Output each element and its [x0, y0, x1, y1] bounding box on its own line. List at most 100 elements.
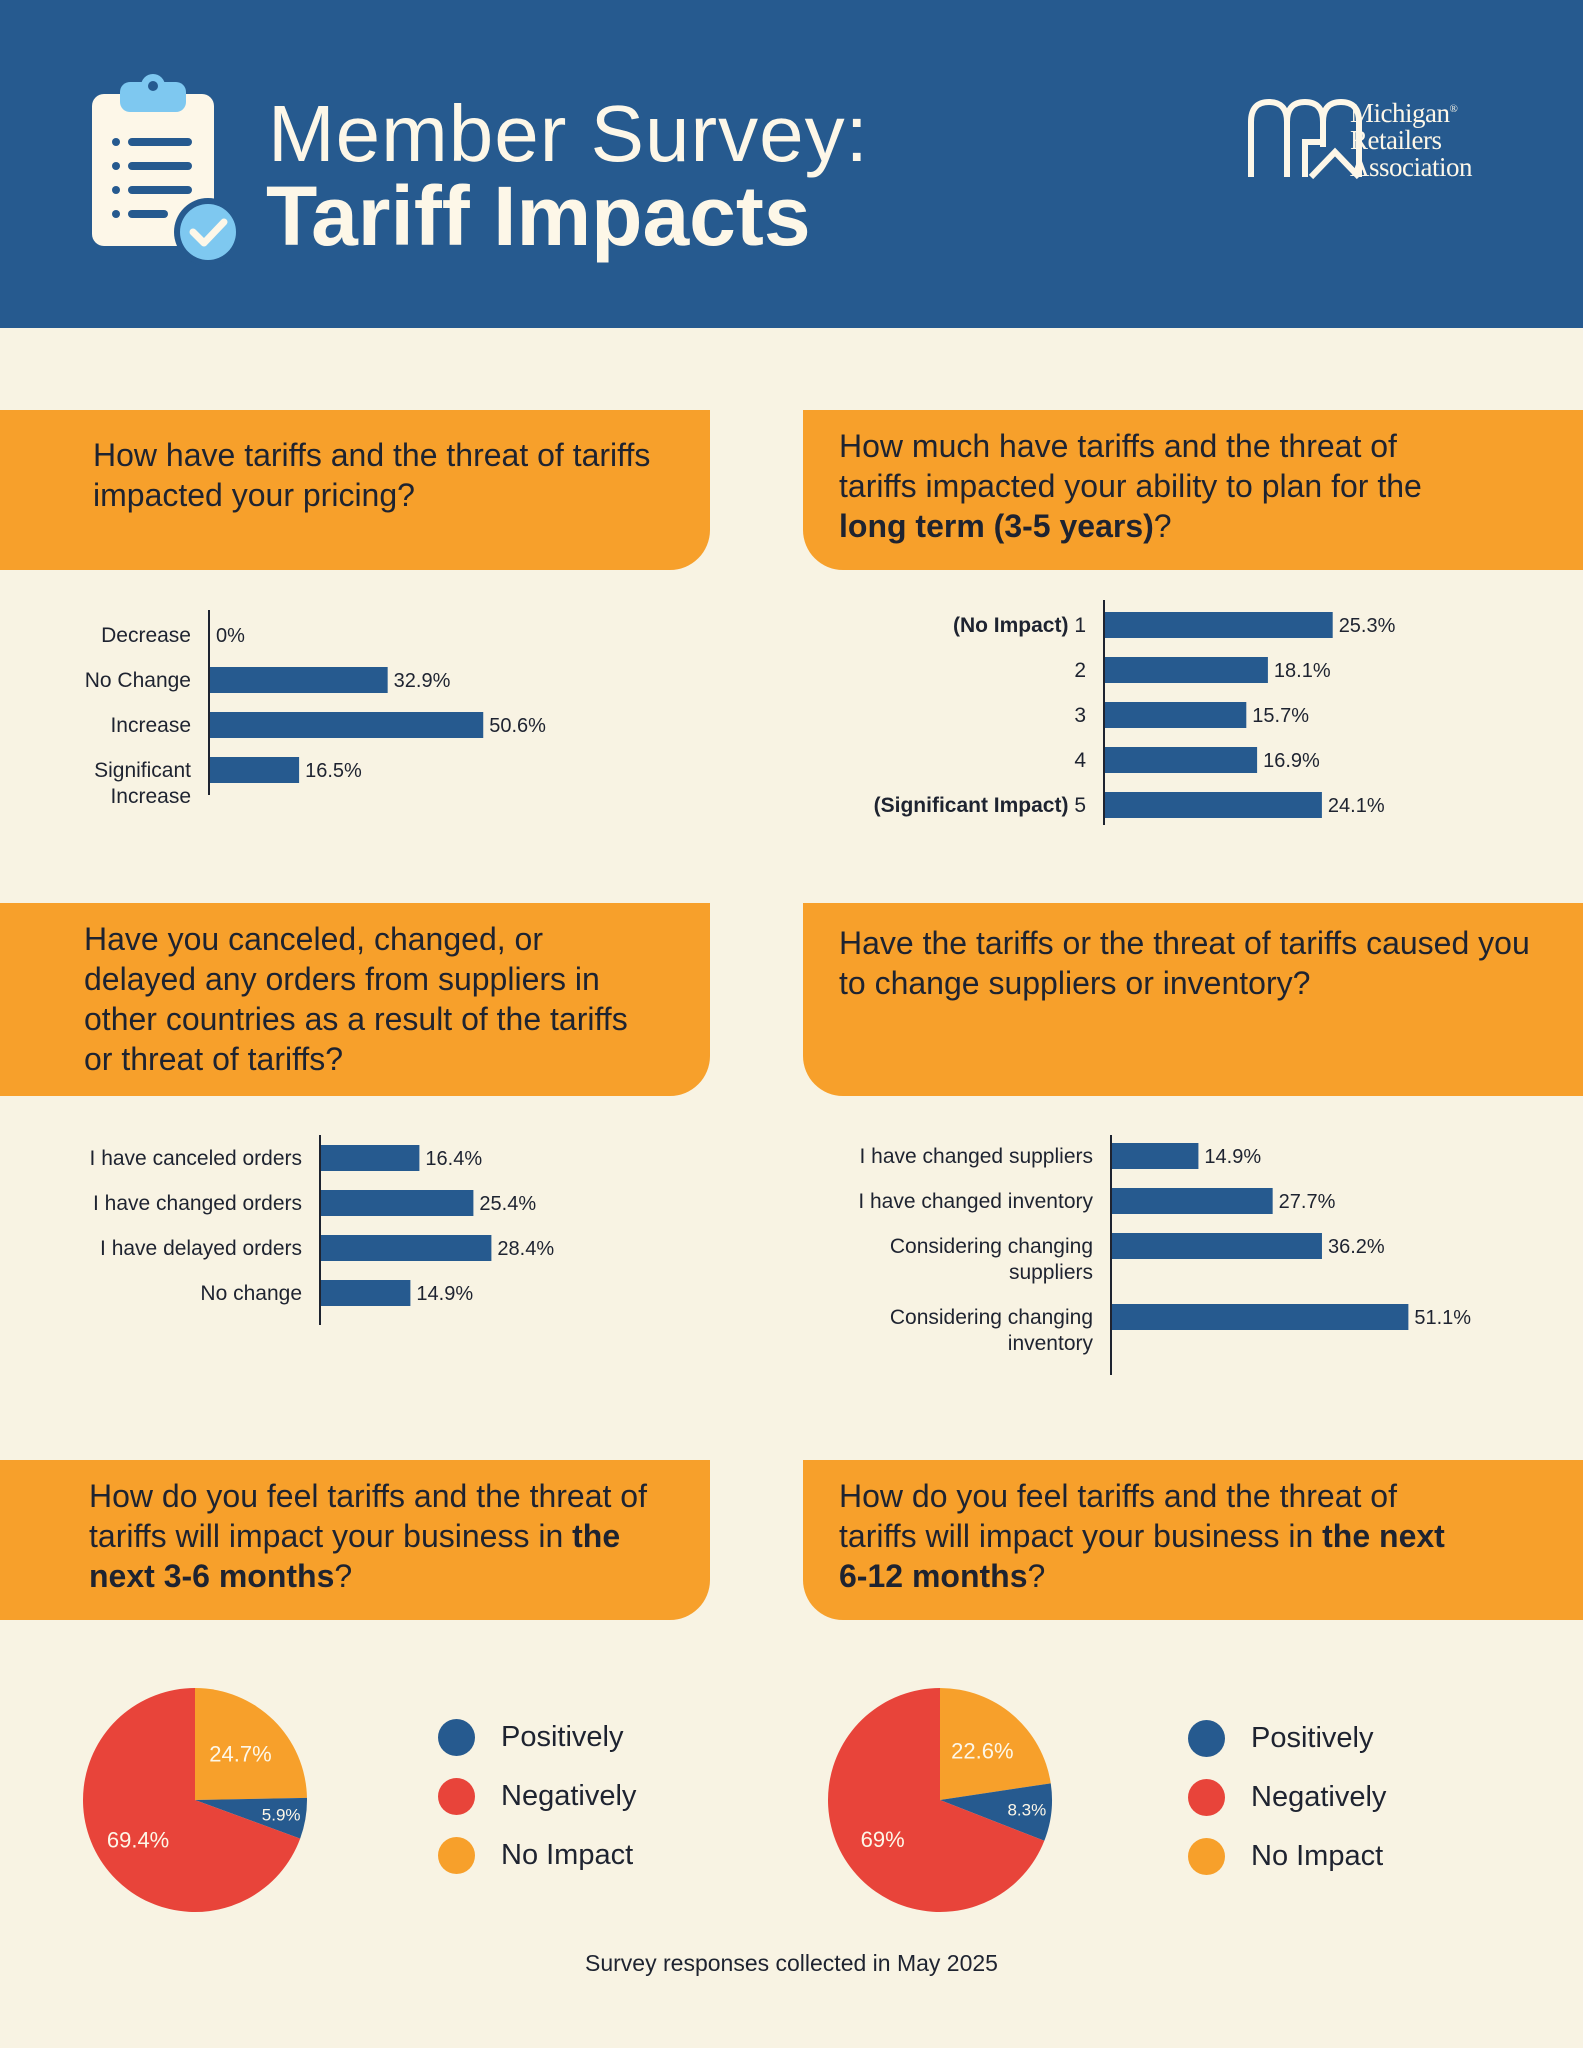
category-label: Increase [110, 714, 191, 737]
value-label: 14.9% [416, 1283, 473, 1305]
category-number: 1 [1074, 614, 1086, 637]
slice-negatively [83, 1688, 301, 1912]
legend-item-no-impact: No Impact [1188, 1836, 1383, 1876]
category-label: inventory [1008, 1332, 1094, 1355]
bar-0 [1112, 1143, 1199, 1169]
category-label: Decrease [101, 624, 191, 647]
question-long-term-text: How much have tariffs and the threat of … [839, 426, 1479, 546]
slice-negatively [828, 1688, 1045, 1912]
negatively-dot-icon [438, 1777, 475, 1815]
question-6-12-post: ? [1027, 1558, 1046, 1594]
positively-dot-icon [438, 1718, 475, 1756]
header-banner: Member Survey: Tariff Impacts Michigan® … [0, 0, 1583, 328]
pie-chart-6-12-months: 22.6% 8.3% 69% [828, 1688, 1052, 1912]
question-6-12-months: How do you feel tariffs and the threat o… [803, 1460, 1583, 1620]
bar-3 [210, 757, 300, 783]
question-orders: Have you canceled, changed, or delayed a… [0, 903, 710, 1096]
value-label: 25.3% [1339, 615, 1396, 637]
question-3-6-months: How do you feel tariffs and the threat o… [0, 1460, 710, 1620]
value-label: 16.4% [425, 1148, 482, 1170]
bar-0 [1105, 612, 1333, 638]
category-number: 5 [1074, 794, 1086, 817]
category-label: I have changed suppliers [860, 1145, 1094, 1168]
question-6-12-months-text: How do you feel tariffs and the threat o… [839, 1476, 1459, 1596]
legend-label: No Impact [1251, 1839, 1384, 1872]
legend-label: Positively [501, 1720, 624, 1753]
value-label: 25.4% [479, 1193, 536, 1215]
slice-label: 69.4% [107, 1827, 169, 1852]
page-title-line1: Member Survey: [268, 89, 869, 178]
question-3-6-bold: the next 3-6 months [89, 1518, 621, 1594]
category-prefix: (Significant Impact) [874, 794, 1075, 817]
bar-2 [1105, 702, 1247, 728]
bar-1 [1112, 1188, 1273, 1214]
logo-text: Michigan® Retailers Association [1350, 96, 1473, 182]
orders-bar-chart: 16.4% I have canceled orders 25.4% I have c… [90, 1135, 554, 1325]
question-orders-text: Have you canceled, changed, or delayed a… [84, 921, 628, 1077]
bar-2 [1112, 1233, 1322, 1259]
value-label: 28.4% [497, 1238, 554, 1260]
slice-label: 8.3% [1007, 1801, 1046, 1820]
clipboard-check-icon [92, 74, 242, 266]
category-label: I have canceled orders [90, 1147, 302, 1170]
legend-label: No Impact [501, 1838, 634, 1871]
bar-1 [321, 1190, 474, 1216]
slice-label: 24.7% [209, 1741, 271, 1766]
question-long-term-pre: How much have tariffs and the threat of … [839, 428, 1422, 504]
no-impact-dot-icon [1188, 1837, 1225, 1875]
legend-label: Positively [1251, 1721, 1374, 1754]
question-3-6-post: ? [334, 1558, 353, 1594]
long-term-bar-chart: 25.3% (No Impact) 1 18.1% 2 15.7% 3 16.9% 4 24.1… [874, 600, 1396, 825]
value-label: 36.2% [1328, 1236, 1385, 1258]
category-label: 4 [1074, 749, 1086, 772]
category-label: Considering changing [890, 1235, 1093, 1258]
slice-label: 69% [861, 1827, 905, 1852]
page-title-line2: Tariff Impacts [266, 169, 811, 263]
category-prefix: (No Impact) [953, 614, 1074, 637]
logo-line2: Retailers [1350, 125, 1442, 155]
question-long-term: How much have tariffs and the threat of … [803, 410, 1583, 570]
legend-item-no-impact: No Impact [438, 1835, 633, 1875]
legend-6-12-months: Positively Negatively No Impact [1188, 1718, 1438, 1875]
bar-1 [210, 667, 388, 693]
legend-label: Negatively [1251, 1780, 1387, 1813]
legend-item-positively: Positively [1188, 1718, 1374, 1758]
category-label: I have changed inventory [858, 1190, 1093, 1213]
value-label: 16.9% [1263, 750, 1320, 772]
question-3-6-months-text: How do you feel tariffs and the threat o… [89, 1476, 689, 1596]
category-label: Increase [110, 785, 191, 808]
logo-line1: Michigan [1350, 98, 1450, 128]
bar-3 [1112, 1304, 1409, 1330]
question-suppliers-text: Have the tariffs or the threat of tariff… [839, 925, 1530, 1001]
category-label: 3 [1074, 704, 1086, 727]
legend-label: Negatively [501, 1779, 637, 1812]
slice-label: 22.6% [951, 1738, 1013, 1763]
category-label: I have changed orders [93, 1192, 302, 1215]
positively-dot-icon [1188, 1719, 1225, 1757]
legend-item-negatively: Negatively [1188, 1777, 1386, 1817]
bar-0 [321, 1145, 420, 1171]
value-label: 32.9% [394, 670, 451, 692]
bar-2 [210, 712, 484, 738]
legend-item-negatively: Negatively [438, 1776, 636, 1816]
bar-4 [1105, 792, 1322, 818]
mra-logo-icon [1248, 98, 1362, 180]
legend-3-6-months: Positively Negatively No Impact [438, 1717, 688, 1874]
logo-line3: Association [1350, 152, 1473, 182]
category-label: I have delayed orders [100, 1237, 302, 1260]
value-label: 15.7% [1252, 705, 1309, 727]
suppliers-bar-chart: 14.9% I have changed suppliers 27.7% I have… [858, 1135, 1471, 1375]
pie-chart-3-6-months: 24.7% 5.9% 69.4% [83, 1688, 307, 1912]
value-label: 51.1% [1414, 1307, 1471, 1329]
slice-positively [940, 1783, 1052, 1841]
question-pricing-text: How have tariffs and the threat of tarif… [93, 437, 651, 513]
value-label: 0% [216, 625, 245, 647]
category-label: Considering changing [890, 1306, 1093, 1329]
category-label: (No Impact) 1 [953, 614, 1086, 637]
question-suppliers: Have the tariffs or the threat of tariff… [803, 903, 1583, 1096]
slice-no-impact [940, 1688, 1051, 1800]
pricing-bar-chart: 0% Decrease 32.9% No Change 50.6% Increase 16.… [85, 610, 546, 808]
bar-3 [1105, 747, 1258, 773]
slice-no-impact [195, 1688, 307, 1800]
question-pricing: How have tariffs and the threat of tarif… [0, 410, 710, 570]
